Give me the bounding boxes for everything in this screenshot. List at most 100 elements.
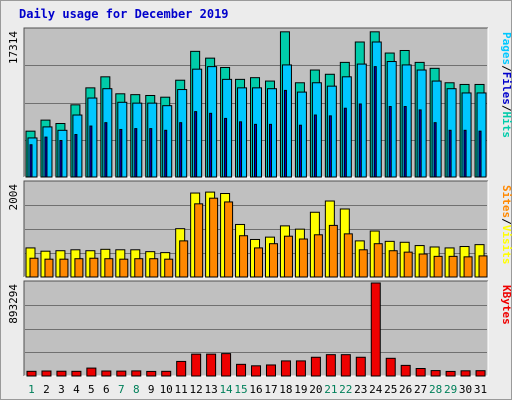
bar-sites (343, 233, 353, 278)
x-tick-label: 18 (279, 383, 292, 396)
x-tick-label: 28 (429, 383, 442, 396)
bar-sites (209, 197, 219, 278)
bar-files (283, 89, 287, 178)
bar-kbytes (26, 370, 37, 377)
bar-files (59, 139, 63, 178)
bar-sites (164, 258, 174, 278)
bar-kbytes (251, 365, 262, 377)
bar-kbytes (295, 360, 306, 377)
legend-files: Files (500, 72, 512, 105)
y-max-label: 17314 (7, 31, 20, 64)
bar-sites (313, 234, 323, 278)
bar-kbytes (86, 367, 97, 377)
x-tick-label: 29 (444, 383, 457, 396)
bar-kbytes (475, 370, 486, 377)
bar-files (164, 129, 168, 178)
bar-kbytes (385, 357, 396, 377)
x-tick-label: 16 (249, 383, 262, 396)
bar-kbytes (116, 370, 127, 377)
bar-sites (89, 257, 99, 278)
bar-files (44, 136, 48, 178)
bar-files (179, 122, 183, 178)
x-tick-label: 25 (384, 383, 397, 396)
bar-kbytes (176, 360, 187, 377)
x-tick-label: 12 (190, 383, 203, 396)
bar-sites (328, 224, 338, 278)
x-tick-label: 1 (28, 383, 35, 396)
bar-files (134, 128, 138, 178)
bar-kbytes (400, 364, 411, 377)
x-tick-label: 31 (474, 383, 487, 396)
bar-sites (268, 243, 278, 278)
bar-kbytes (131, 370, 142, 377)
bar-kbytes (146, 370, 157, 377)
bar-files (433, 122, 437, 178)
bar-files (29, 144, 33, 178)
y-max-label: 2004 (7, 184, 20, 211)
bar-kbytes (56, 370, 67, 377)
plot-area-3 (24, 281, 488, 376)
bar-files (104, 122, 108, 178)
bar-kbytes (460, 370, 471, 377)
bar-sites (403, 251, 413, 278)
bar-sites (254, 247, 264, 278)
bar-sites (239, 235, 249, 278)
bar-files (388, 106, 392, 178)
bar-kbytes (280, 360, 291, 377)
bar-kbytes (445, 370, 456, 377)
bar-kbytes (191, 353, 202, 377)
legend-separator: / (500, 105, 512, 112)
plot-border-dark (23, 27, 488, 177)
legend-pages: Pages (500, 32, 512, 65)
x-tick-label: 24 (369, 383, 383, 396)
legend-kbytes: KBytes (500, 285, 512, 325)
bar-kbytes (236, 363, 247, 377)
bar-sites (119, 258, 129, 278)
x-tick-label: 8 (133, 383, 140, 396)
x-tick-label: 22 (339, 383, 352, 396)
bar-kbytes (415, 368, 426, 377)
legend: Pages/Files/Hits (500, 32, 512, 138)
bar-files (403, 106, 407, 178)
bar-sites (388, 250, 398, 278)
legend: KBytes (500, 285, 512, 325)
bar-sites (194, 203, 204, 278)
bar-sites (224, 201, 234, 278)
bar-kbytes (206, 353, 217, 377)
x-tick-label: 3 (58, 383, 65, 396)
bar-files (149, 128, 153, 178)
bar-sites (44, 258, 54, 278)
bar-kbytes (430, 370, 441, 377)
x-tick-label: 23 (354, 383, 367, 396)
bar-sites (149, 258, 159, 278)
bar-sites (358, 249, 368, 278)
bar-sites (59, 258, 69, 278)
x-tick-label: 4 (73, 383, 80, 396)
bar-files (268, 123, 272, 178)
x-tick-label: 5 (88, 383, 95, 396)
x-tick-label: 17 (264, 383, 277, 396)
bar-kbytes (370, 282, 381, 377)
x-tick-label: 30 (459, 383, 472, 396)
bar-files (254, 123, 258, 178)
x-tick-label: 7 (118, 383, 125, 396)
bar-kbytes (325, 354, 336, 377)
y-max-label: 893294 (7, 284, 20, 324)
bar-kbytes (101, 370, 112, 377)
bar-sites (179, 240, 189, 278)
bar-sites (433, 255, 443, 278)
bar-files (313, 114, 317, 178)
x-tick-label: 13 (204, 383, 217, 396)
bar-sites (283, 235, 293, 278)
bar-files (194, 111, 198, 178)
bar-kbytes (265, 364, 276, 377)
bar-files (119, 128, 123, 178)
bar-sites (478, 255, 488, 278)
bar-files (478, 130, 482, 178)
bar-kbytes (221, 353, 232, 377)
chart-title: Daily usage for December 2019 (19, 7, 229, 21)
plot-border-dark (23, 180, 488, 277)
bar-files (328, 115, 332, 178)
bar-files (224, 117, 228, 178)
